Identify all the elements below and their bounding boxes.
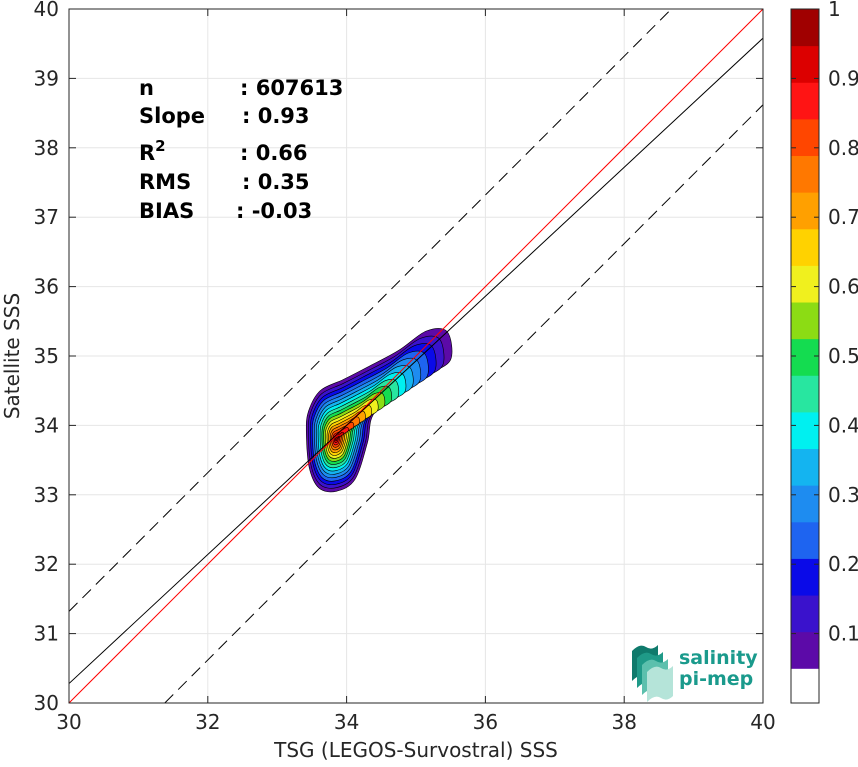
colorbar-band-13 bbox=[791, 192, 819, 230]
wave-layers-icon bbox=[632, 645, 673, 702]
colorbar-tick-label: 0.6 bbox=[828, 275, 858, 299]
colorbar-band-12 bbox=[791, 228, 819, 266]
reference-lines bbox=[68, 8, 764, 704]
logo-line-1: salinity bbox=[679, 647, 758, 669]
x-tick-label: 34 bbox=[334, 710, 359, 734]
y-tick-label: 31 bbox=[34, 622, 59, 646]
colorbar-tick-label: 0.3 bbox=[828, 483, 858, 507]
colorbar-tick-label: 0.9 bbox=[828, 66, 858, 90]
y-tick-label: 34 bbox=[34, 413, 59, 437]
y-tick-label: 38 bbox=[34, 136, 59, 160]
regression-line bbox=[68, 37, 764, 684]
y-axis-label: Satellite SSS bbox=[0, 293, 24, 419]
colorbar-tick-label: 0.4 bbox=[828, 413, 858, 437]
colorbar-band-5 bbox=[791, 485, 819, 523]
colorbar-band-4 bbox=[791, 521, 819, 559]
y-tick-label: 40 bbox=[34, 0, 59, 21]
colorbar-band-1 bbox=[791, 631, 819, 669]
stat-value-bias: : -0.03 bbox=[236, 199, 312, 223]
x-tick-label: 40 bbox=[750, 710, 775, 734]
one-to-one-line bbox=[68, 8, 764, 704]
y-tick-label: 32 bbox=[34, 552, 59, 576]
y-tick-label: 39 bbox=[34, 66, 59, 90]
colorbar-tick-label: 0.1 bbox=[828, 622, 858, 646]
colorbar-tick-label: 0.5 bbox=[828, 344, 858, 368]
colorbar-band-17 bbox=[791, 45, 819, 83]
colorbar-band-0 bbox=[791, 668, 819, 703]
stat-label-bias: BIAS bbox=[139, 199, 194, 223]
stat-label-slope: Slope bbox=[139, 104, 205, 128]
colorbar-band-8 bbox=[791, 375, 819, 413]
colorbar-band-18 bbox=[791, 9, 819, 47]
lower-bound-line bbox=[164, 104, 764, 704]
colorbar-tick-label: 0.7 bbox=[828, 205, 858, 229]
density-contours bbox=[305, 328, 453, 493]
logo-wave-3 bbox=[647, 666, 673, 702]
grid bbox=[68, 8, 764, 704]
contour-level-18 bbox=[335, 436, 340, 442]
stat-label-rms: RMS bbox=[139, 170, 191, 194]
x-tick-label: 32 bbox=[195, 710, 220, 734]
x-axis-label: TSG (LEGOS-Survostral) SSS bbox=[273, 738, 558, 762]
colorbar-band-14 bbox=[791, 155, 819, 193]
x-tick-label: 36 bbox=[473, 710, 498, 734]
y-tick-label: 37 bbox=[34, 205, 59, 229]
stat-label-n: n bbox=[139, 76, 154, 100]
colorbar-band-15 bbox=[791, 118, 819, 157]
x-axis: 30 32 34 36 38 40 bbox=[56, 9, 776, 734]
colorbar-band-16 bbox=[791, 82, 819, 120]
y-tick-label: 35 bbox=[34, 344, 59, 368]
salinity-pi-mep-logo: salinity pi-mep bbox=[632, 645, 758, 702]
stat-value-n: : 607613 bbox=[240, 76, 343, 100]
stat-value-rms: : 0.35 bbox=[242, 170, 310, 194]
colorbar-tick-label: 0.2 bbox=[828, 552, 858, 576]
colorbar-band-2 bbox=[791, 595, 819, 633]
y-tick-label: 33 bbox=[34, 483, 59, 507]
colorbar-tick-label: 0.8 bbox=[828, 136, 858, 160]
logo-line-2: pi-mep bbox=[679, 668, 753, 690]
colorbar-band-10 bbox=[791, 302, 819, 340]
colorbar-band-7 bbox=[791, 411, 819, 450]
y-axis: 30 31 32 33 34 35 36 37 38 39 40 bbox=[34, 0, 763, 715]
x-tick-label: 38 bbox=[611, 710, 636, 734]
x-tick-label: 30 bbox=[56, 710, 81, 734]
upper-bound-line bbox=[68, 8, 672, 612]
stat-value-slope: : 0.93 bbox=[242, 104, 310, 128]
colorbar-band-11 bbox=[791, 265, 819, 303]
stat-value-r: : 0.66 bbox=[240, 141, 308, 165]
colorbar-band-6 bbox=[791, 448, 819, 486]
colorbar-band-9 bbox=[791, 338, 819, 376]
colorbar: 0.1 0.2 0.3 0.4 0.5 0.6 0.7 0.8 0.9 1 bbox=[790, 0, 858, 704]
colorbar-tick-label: 1 bbox=[828, 0, 841, 21]
y-tick-label: 36 bbox=[34, 275, 59, 299]
y-tick-label: 30 bbox=[34, 691, 59, 715]
